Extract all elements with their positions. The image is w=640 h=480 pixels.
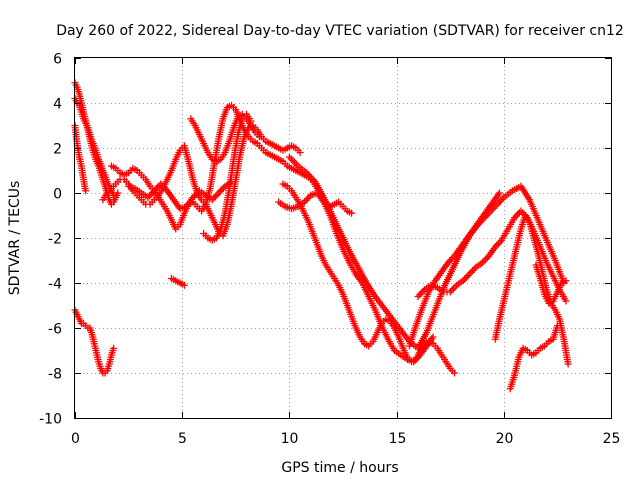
data-point-marker	[247, 117, 255, 125]
data-point-marker	[469, 267, 477, 275]
data-point-marker	[562, 297, 570, 305]
data-point-marker	[296, 149, 304, 156]
series-track-h	[200, 110, 255, 244]
y-tick-label: 0	[53, 187, 62, 203]
data-point-marker	[514, 210, 522, 218]
data-point-marker	[302, 196, 310, 204]
series-track-b	[71, 95, 118, 199]
data-point-marker	[449, 285, 457, 293]
x-tick-label: 25	[603, 431, 621, 447]
axis-ticks: 0 5 10 15 20 25 -10 -8 -6 -4 -2 0 2 4 6	[39, 52, 620, 448]
data-point-marker	[562, 277, 570, 285]
data-point-marker	[480, 257, 488, 265]
data-point-marker	[414, 293, 422, 300]
data-point-marker	[216, 187, 224, 195]
data-point-marker	[461, 275, 469, 283]
series-track-g	[187, 110, 263, 165]
data-point-marker	[564, 360, 572, 368]
series-track-r	[532, 261, 570, 307]
y-tick-label: -2	[48, 232, 62, 248]
x-tick-label: 5	[178, 431, 187, 447]
series-track-i	[167, 275, 188, 289]
data-point-marker	[494, 240, 502, 248]
data-point-marker	[467, 268, 475, 276]
data-point-marker	[450, 369, 458, 377]
y-tick-label: -4	[48, 277, 62, 293]
y-tick-label: -10	[39, 412, 62, 428]
data-point-marker	[429, 333, 437, 341]
x-tick-label: 20	[496, 431, 514, 447]
data-point-marker	[255, 133, 263, 141]
x-tick-label: 15	[389, 431, 407, 447]
data-point-marker	[465, 270, 473, 278]
data-point-marker	[213, 191, 221, 199]
series-track-j	[71, 306, 118, 377]
data-point-marker	[218, 186, 226, 194]
x-tick-label: 10	[281, 431, 299, 447]
series-track-e	[99, 122, 304, 240]
data-point-marker	[482, 255, 490, 263]
data-point-marker	[416, 291, 424, 299]
y-tick-label: -6	[48, 322, 62, 338]
series-track-n	[405, 189, 504, 350]
chart-title: Day 260 of 2022, Sidereal Day-to-day VTE…	[56, 23, 624, 39]
series-track-d	[107, 101, 356, 233]
x-axis-label: GPS time / hours	[281, 460, 398, 476]
series-track-q	[506, 322, 561, 393]
data-point-marker	[553, 322, 561, 330]
data-point-marker	[180, 281, 188, 289]
series-track-k	[279, 180, 458, 377]
data-point-marker	[417, 289, 425, 297]
data-point-marker	[448, 286, 456, 294]
data-point-marker	[304, 195, 312, 203]
y-tick-label: 4	[53, 97, 62, 113]
data-point-marker	[462, 273, 470, 281]
data-point-marker	[215, 189, 223, 197]
data-point-marker	[110, 191, 118, 199]
data-point-marker	[470, 265, 478, 273]
data-point-marker	[451, 283, 459, 291]
y-axis-label: SDTVAR / TECUs	[7, 181, 23, 296]
series-track-l	[275, 189, 437, 366]
data-point-marker	[348, 209, 356, 217]
series-track-f	[125, 178, 236, 213]
data-point-marker	[82, 187, 90, 195]
data-point-marker	[496, 189, 504, 197]
data-point-marker	[517, 207, 525, 215]
data-point-marker	[110, 344, 118, 352]
data-marks	[71, 79, 572, 393]
y-tick-label: 2	[53, 142, 62, 158]
data-point-marker	[464, 272, 472, 280]
data-point-marker	[446, 288, 454, 296]
plot-frame	[74, 57, 612, 419]
series-track-m	[285, 153, 568, 352]
y-tick-label: -8	[48, 367, 62, 383]
x-tick-label: 0	[71, 431, 80, 447]
y-tick-label: 6	[53, 52, 62, 68]
